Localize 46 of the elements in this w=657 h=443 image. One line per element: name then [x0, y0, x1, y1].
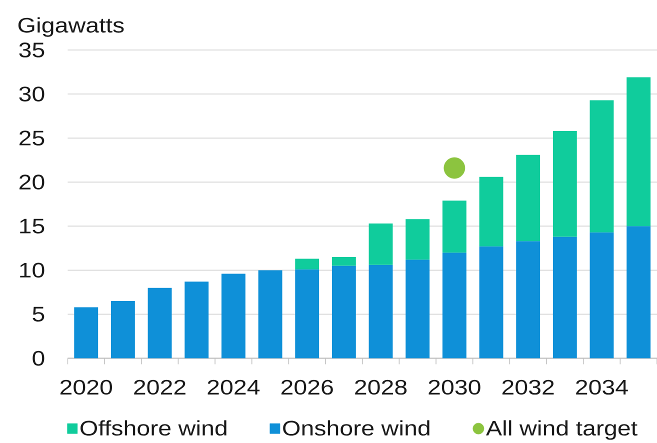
bar [626, 77, 651, 226]
y-tick-label: 5 [32, 306, 44, 322]
bar [221, 274, 246, 358]
y-tick-label: 30 [19, 86, 44, 102]
bar [626, 226, 651, 358]
legend-label: Offshore wind [80, 420, 226, 436]
bar [552, 131, 577, 237]
y-tick-label: 10 [20, 262, 44, 278]
x-tick-label: 2030 [428, 380, 480, 395]
bar [516, 154, 540, 242]
bar [406, 260, 430, 358]
x-tick-label: 2020 [60, 380, 112, 395]
legend-label: Onshore wind [283, 420, 430, 436]
bar [295, 269, 320, 358]
bar [74, 307, 98, 358]
y-tick-label: 15 [20, 218, 44, 234]
bar [110, 301, 135, 358]
y-tick-label: 35 [19, 42, 44, 58]
bar [479, 176, 504, 246]
x-tick-label: 2028 [355, 380, 407, 395]
x-tick-label: 2026 [281, 380, 333, 395]
bar [442, 252, 466, 358]
bar [258, 270, 282, 358]
bar [406, 219, 430, 260]
y-axis-title: Gigawatts [18, 17, 124, 37]
legend-label: All wind target [486, 420, 638, 440]
x-tick-label: 2022 [134, 380, 186, 395]
x-tick-label: 2024 [208, 380, 260, 395]
bar [184, 282, 209, 358]
bar [368, 264, 393, 358]
bar [148, 288, 172, 358]
y-tick-label: 0 [32, 350, 44, 366]
bar [442, 200, 466, 253]
bar [590, 232, 614, 358]
bar [332, 266, 356, 358]
x-tick-label: 2032 [502, 380, 554, 395]
bar [552, 236, 577, 358]
bar [332, 256, 356, 266]
bar [516, 241, 540, 358]
bar [590, 100, 614, 232]
bar [368, 224, 393, 265]
x-tick-label: 2034 [576, 380, 628, 395]
bar [479, 246, 504, 358]
bar [295, 258, 320, 270]
y-tick-label: 25 [20, 130, 44, 146]
y-tick-label: 20 [20, 174, 44, 190]
